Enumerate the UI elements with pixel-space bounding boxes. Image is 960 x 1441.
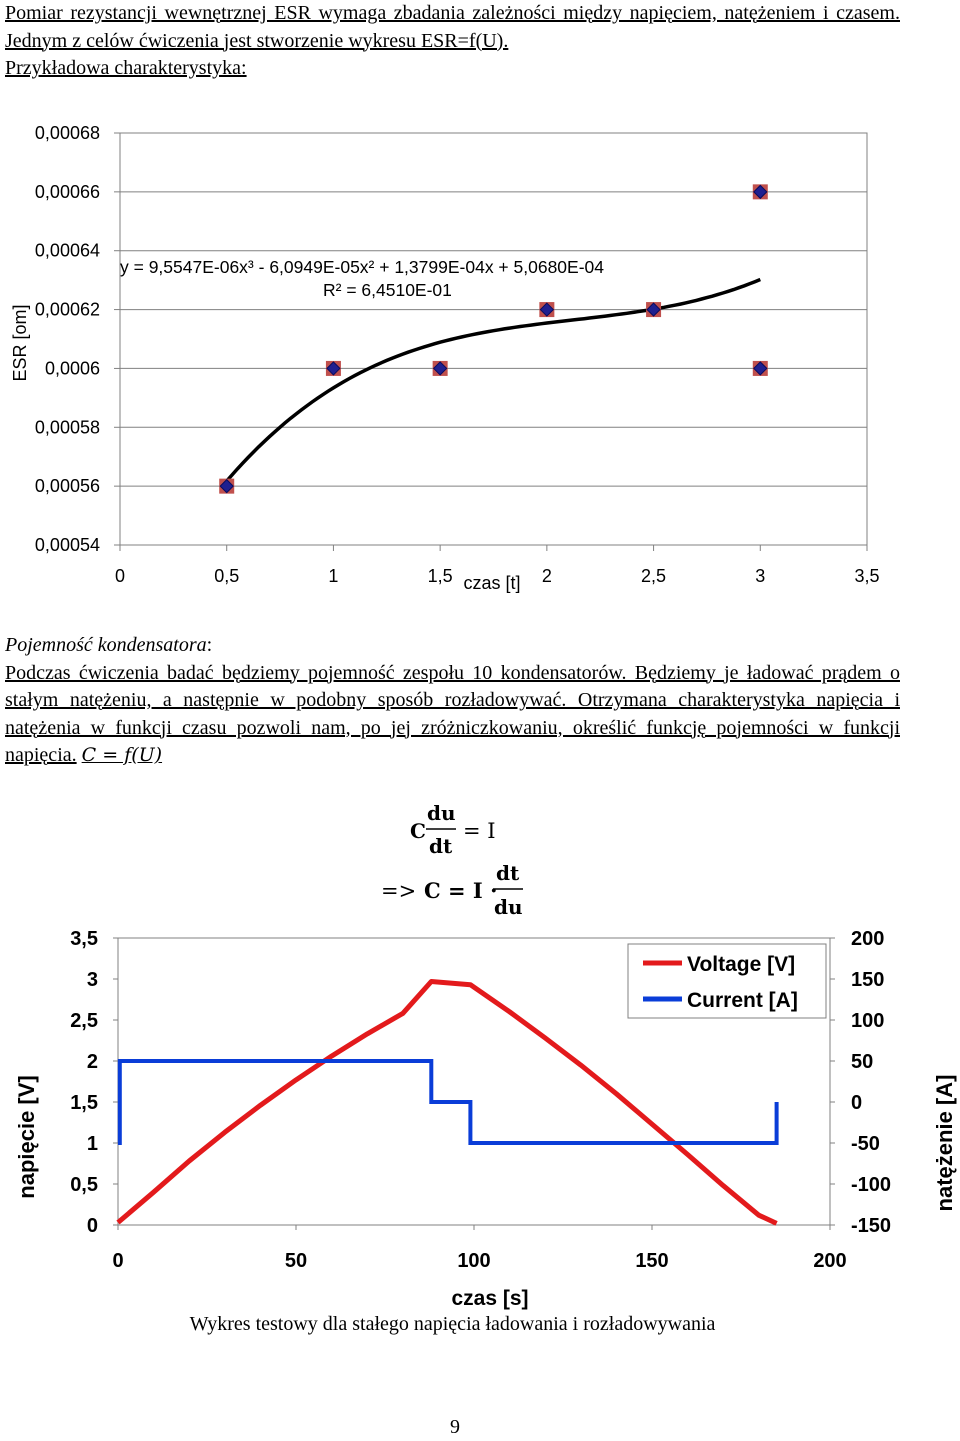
vi-y-tick-label: 1 — [87, 1133, 98, 1155]
eq1-c: C — [410, 819, 426, 843]
capacitance-body: Podczas ćwiczenia badać będziemy pojemno… — [5, 661, 900, 767]
esr-data-point — [539, 302, 555, 318]
esr-x-tick-label: 0 — [115, 566, 125, 586]
vi-y-tick-label: 2,5 — [70, 1010, 98, 1032]
esr-x-tick-label: 2,5 — [641, 566, 666, 586]
esr-y-tick-label: 0,0006 — [45, 358, 100, 378]
esr-x-tick-label: 0,5 — [214, 566, 239, 586]
vi-x-tick-label: 50 — [285, 1250, 307, 1272]
vi-y-tick-label: 3 — [87, 969, 98, 991]
vi-x-axis-label: czas [s] — [451, 1287, 528, 1310]
esr-chart: 0,00068 0,00066 0,00064 0,00062 0,0006 0,0005… — [10, 123, 880, 593]
eq2-arrow: => — [381, 879, 416, 903]
capacitance-heading: Pojemność kondensatora — [5, 634, 207, 656]
voltage-series-line — [116, 979, 778, 1226]
vi-y2-tick-label: -50 — [851, 1133, 880, 1155]
vi-y2-tick-label: 100 — [851, 1010, 884, 1032]
esr-equation: y = 9,5547E-06x³ - 6,0949E-05x² + 1,3799… — [120, 257, 604, 277]
esr-chart-y-ticks: 0,00068 0,00066 0,00064 0,00062 0,0006 0,0005… — [35, 123, 120, 555]
intro-paragraph: Pomiar rezystancji wewnętrznej ESR wymag… — [5, 2, 900, 79]
vi-chart-left-ticks: 3,5 3 2,5 2 1,5 1 0,5 0 — [70, 928, 118, 1237]
esr-data-point — [325, 360, 341, 376]
esr-x-tick-label: 3 — [755, 566, 765, 586]
eq2-numerator: dt — [496, 861, 520, 885]
vi-y2-tick-label: 50 — [851, 1051, 873, 1073]
eq2-denominator: du — [494, 895, 523, 919]
vi-y-axis-label: napięcie [V] — [14, 1075, 39, 1198]
esr-y-tick-label: 0,00062 — [35, 300, 100, 320]
esr-y-tick-label: 0,00054 — [35, 535, 100, 555]
esr-x-axis-label: czas [t] — [463, 573, 520, 593]
vi-y-tick-label: 2 — [87, 1051, 98, 1073]
example-label: Przykładowa charakterystyka — [5, 57, 242, 79]
esr-y-tick-label: 0,00068 — [35, 123, 100, 143]
vi-legend: Voltage [V] Current [A] — [627, 943, 827, 1019]
vi-y2-tick-label: -100 — [851, 1174, 891, 1196]
capacitance-section: Pojemność kondensatora: Podczas ćwiczeni… — [5, 634, 900, 767]
vi-x-tick-label: 0 — [112, 1250, 123, 1272]
chart2-caption: Wykres testowy dla stałego napięcia łado… — [189, 1313, 716, 1335]
legend-voltage-label: Voltage [V] — [687, 953, 795, 976]
esr-x-tick-label: 1,5 — [428, 566, 453, 586]
esr-data-point — [752, 360, 768, 376]
esr-y-tick-label: 0,00066 — [35, 182, 100, 202]
vi-y-tick-label: 0 — [87, 1215, 98, 1237]
vi-y2-tick-label: 200 — [851, 928, 884, 950]
esr-data-point — [752, 184, 768, 200]
esr-y-tick-label: 0,00056 — [35, 476, 100, 496]
esr-y-tick-label: 0,00064 — [35, 241, 100, 261]
capacitance-formula: C = f(U) — [81, 744, 163, 766]
intro-text: Pomiar rezystancji wewnętrznej ESR wymag… — [5, 2, 900, 52]
esr-x-tick-label: 3,5 — [854, 566, 879, 586]
esr-y-tick-label: 0,00058 — [35, 417, 100, 437]
vi-y2-tick-label: -150 — [851, 1215, 891, 1237]
esr-chart-plot-area — [119, 132, 868, 546]
vi-y2-tick-label: 0 — [851, 1092, 862, 1114]
esr-y-axis-label: ESR [om] — [10, 304, 30, 381]
vi-x-tick-label: 100 — [457, 1250, 490, 1272]
vi-y-tick-label: 0,5 — [70, 1174, 98, 1196]
current-series-line — [117, 1059, 779, 1145]
esr-r-squared: R² = 6,4510E-01 — [323, 280, 452, 300]
esr-chart-x-ticks: 0 0,5 1 1,5 2 2,5 3 3,5 — [115, 545, 880, 586]
esr-data-point — [219, 478, 235, 494]
vi-y-tick-label: 1,5 — [70, 1092, 98, 1114]
page-number: 9 — [450, 1416, 460, 1438]
vi-chart-x-ticks: 0 50 100 150 200 — [112, 1225, 847, 1272]
vi-x-tick-label: 200 — [813, 1250, 846, 1272]
vi-y2-tick-label: 150 — [851, 969, 884, 991]
esr-data-points — [219, 184, 768, 494]
vi-x-tick-label: 150 — [635, 1250, 668, 1272]
esr-data-point — [646, 302, 662, 318]
legend-current-label: Current [A] — [687, 989, 798, 1012]
esr-data-point — [432, 360, 448, 376]
eq1-rhs: = I — [463, 819, 496, 843]
esr-chart-gridlines — [120, 132, 867, 546]
eq1-denominator: dt — [429, 834, 453, 858]
vi-y-tick-label: 3,5 — [70, 928, 98, 950]
vi-chart: 3,5 3 2,5 2 1,5 1 0,5 0 200 150 100 50 0 -50 -100 -150… — [14, 928, 957, 1310]
eq1-numerator: du — [427, 801, 456, 825]
equations: C du dt = I => C = I · dt du — [381, 801, 523, 919]
vi-y2-axis-label: natężenie [A] — [932, 1075, 957, 1212]
esr-x-tick-label: 1 — [328, 566, 338, 586]
vi-chart-right-ticks: 200 150 100 50 0 -50 -100 -150 — [830, 928, 891, 1237]
eq2-lhs: C = I · — [424, 878, 497, 903]
esr-trendline — [225, 277, 761, 483]
esr-x-tick-label: 2 — [542, 566, 552, 586]
